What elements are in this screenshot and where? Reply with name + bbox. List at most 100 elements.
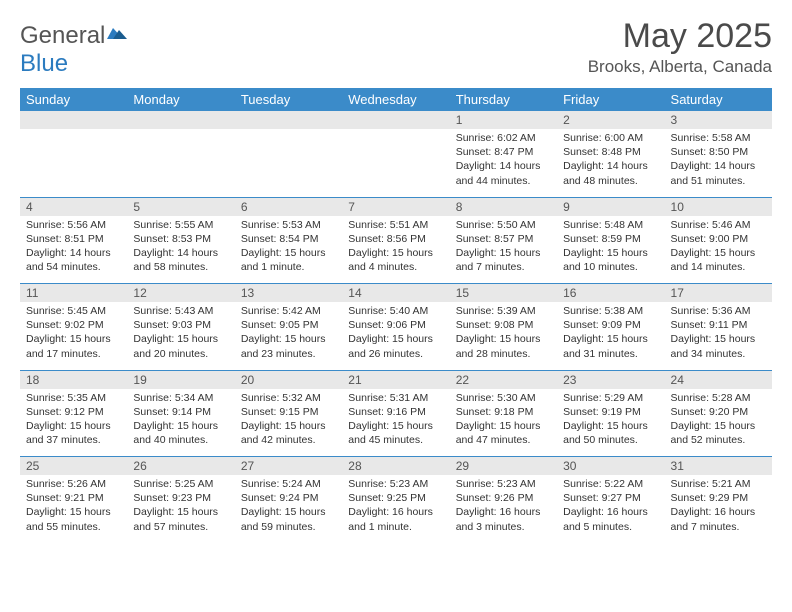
day-num-cell: 11	[20, 284, 127, 303]
day-num-cell: 3	[665, 111, 772, 129]
day-num-cell: 29	[450, 457, 557, 476]
day-number: 12	[127, 284, 234, 302]
day-num-cell: 12	[127, 284, 234, 303]
day-number: 6	[235, 198, 342, 216]
day-content-cell: Sunrise: 5:43 AM Sunset: 9:03 PM Dayligh…	[127, 302, 234, 370]
day-content-cell: Sunrise: 5:23 AM Sunset: 9:26 PM Dayligh…	[450, 475, 557, 543]
week-3-nums: 18192021222324	[20, 370, 772, 389]
day-number: 18	[20, 371, 127, 389]
day-number: 13	[235, 284, 342, 302]
day-num-cell: 25	[20, 457, 127, 476]
day-content-cell: Sunrise: 5:35 AM Sunset: 9:12 PM Dayligh…	[20, 389, 127, 457]
day-content-cell: Sunrise: 5:48 AM Sunset: 8:59 PM Dayligh…	[557, 216, 664, 284]
week-0-nums: 123	[20, 111, 772, 129]
col-saturday: Saturday	[665, 88, 772, 111]
day-number: 9	[557, 198, 664, 216]
day-number	[127, 111, 234, 129]
day-number	[235, 111, 342, 129]
day-num-cell: 16	[557, 284, 664, 303]
day-num-cell: 27	[235, 457, 342, 476]
day-num-cell: 9	[557, 197, 664, 216]
week-1-nums: 45678910	[20, 197, 772, 216]
day-content-cell: Sunrise: 5:51 AM Sunset: 8:56 PM Dayligh…	[342, 216, 449, 284]
day-content-cell: Sunrise: 5:22 AM Sunset: 9:27 PM Dayligh…	[557, 475, 664, 543]
day-content-cell: Sunrise: 6:00 AM Sunset: 8:48 PM Dayligh…	[557, 129, 664, 197]
day-num-cell: 5	[127, 197, 234, 216]
day-number: 8	[450, 198, 557, 216]
day-num-cell	[342, 111, 449, 129]
col-monday: Monday	[127, 88, 234, 111]
title-block: May 2025 Brooks, Alberta, Canada	[588, 18, 772, 77]
day-content-cell: Sunrise: 5:25 AM Sunset: 9:23 PM Dayligh…	[127, 475, 234, 543]
day-number: 5	[127, 198, 234, 216]
day-content-cell: Sunrise: 5:42 AM Sunset: 9:05 PM Dayligh…	[235, 302, 342, 370]
day-num-cell: 6	[235, 197, 342, 216]
day-content-cell: Sunrise: 5:28 AM Sunset: 9:20 PM Dayligh…	[665, 389, 772, 457]
day-num-cell: 8	[450, 197, 557, 216]
day-num-cell	[20, 111, 127, 129]
day-number: 11	[20, 284, 127, 302]
calendar-body: 123Sunrise: 6:02 AM Sunset: 8:47 PM Dayl…	[20, 111, 772, 543]
day-num-cell: 21	[342, 370, 449, 389]
week-4-content: Sunrise: 5:26 AM Sunset: 9:21 PM Dayligh…	[20, 475, 772, 543]
day-num-cell: 2	[557, 111, 664, 129]
day-number: 2	[557, 111, 664, 129]
day-number: 25	[20, 457, 127, 475]
day-num-cell: 26	[127, 457, 234, 476]
day-num-cell: 22	[450, 370, 557, 389]
day-content-cell: Sunrise: 5:26 AM Sunset: 9:21 PM Dayligh…	[20, 475, 127, 543]
day-content-cell: Sunrise: 5:46 AM Sunset: 9:00 PM Dayligh…	[665, 216, 772, 284]
day-num-cell	[127, 111, 234, 129]
calendar-page: GeneralBlue May 2025 Brooks, Alberta, Ca…	[0, 0, 792, 553]
day-num-cell: 15	[450, 284, 557, 303]
day-content-cell: Sunrise: 5:38 AM Sunset: 9:09 PM Dayligh…	[557, 302, 664, 370]
day-content-cell: Sunrise: 6:02 AM Sunset: 8:47 PM Dayligh…	[450, 129, 557, 197]
day-content-cell: Sunrise: 5:45 AM Sunset: 9:02 PM Dayligh…	[20, 302, 127, 370]
day-number: 15	[450, 284, 557, 302]
day-content-cell: Sunrise: 5:31 AM Sunset: 9:16 PM Dayligh…	[342, 389, 449, 457]
day-number: 24	[665, 371, 772, 389]
logo: GeneralBlue	[20, 18, 129, 78]
day-num-cell: 23	[557, 370, 664, 389]
day-number: 26	[127, 457, 234, 475]
day-number: 7	[342, 198, 449, 216]
day-number: 20	[235, 371, 342, 389]
day-content-cell: Sunrise: 5:21 AM Sunset: 9:29 PM Dayligh…	[665, 475, 772, 543]
day-number: 21	[342, 371, 449, 389]
day-number: 10	[665, 198, 772, 216]
header: GeneralBlue May 2025 Brooks, Alberta, Ca…	[20, 18, 772, 78]
day-num-cell: 19	[127, 370, 234, 389]
day-number: 27	[235, 457, 342, 475]
week-0-content: Sunrise: 6:02 AM Sunset: 8:47 PM Dayligh…	[20, 129, 772, 197]
location: Brooks, Alberta, Canada	[588, 57, 772, 77]
col-sunday: Sunday	[20, 88, 127, 111]
day-number	[342, 111, 449, 129]
week-1-content: Sunrise: 5:56 AM Sunset: 8:51 PM Dayligh…	[20, 216, 772, 284]
day-content-cell: Sunrise: 5:53 AM Sunset: 8:54 PM Dayligh…	[235, 216, 342, 284]
day-content-cell: Sunrise: 5:24 AM Sunset: 9:24 PM Dayligh…	[235, 475, 342, 543]
day-content-cell	[20, 129, 127, 197]
day-num-cell: 18	[20, 370, 127, 389]
day-content-cell: Sunrise: 5:36 AM Sunset: 9:11 PM Dayligh…	[665, 302, 772, 370]
day-num-cell: 13	[235, 284, 342, 303]
day-number: 3	[665, 111, 772, 129]
day-num-cell: 30	[557, 457, 664, 476]
logo-text: GeneralBlue	[20, 22, 129, 78]
day-number: 14	[342, 284, 449, 302]
logo-word2: Blue	[20, 50, 68, 77]
col-wednesday: Wednesday	[342, 88, 449, 111]
day-num-cell: 4	[20, 197, 127, 216]
day-content-cell: Sunrise: 5:50 AM Sunset: 8:57 PM Dayligh…	[450, 216, 557, 284]
day-number: 1	[450, 111, 557, 129]
month-title: May 2025	[588, 18, 772, 55]
day-number	[20, 111, 127, 129]
day-num-cell: 24	[665, 370, 772, 389]
col-tuesday: Tuesday	[235, 88, 342, 111]
day-content-cell: Sunrise: 5:30 AM Sunset: 9:18 PM Dayligh…	[450, 389, 557, 457]
day-content-cell	[127, 129, 234, 197]
calendar-table: Sunday Monday Tuesday Wednesday Thursday…	[20, 88, 772, 543]
logo-word1: General	[20, 22, 105, 49]
day-num-cell: 14	[342, 284, 449, 303]
week-2-nums: 11121314151617	[20, 284, 772, 303]
day-number: 31	[665, 457, 772, 475]
